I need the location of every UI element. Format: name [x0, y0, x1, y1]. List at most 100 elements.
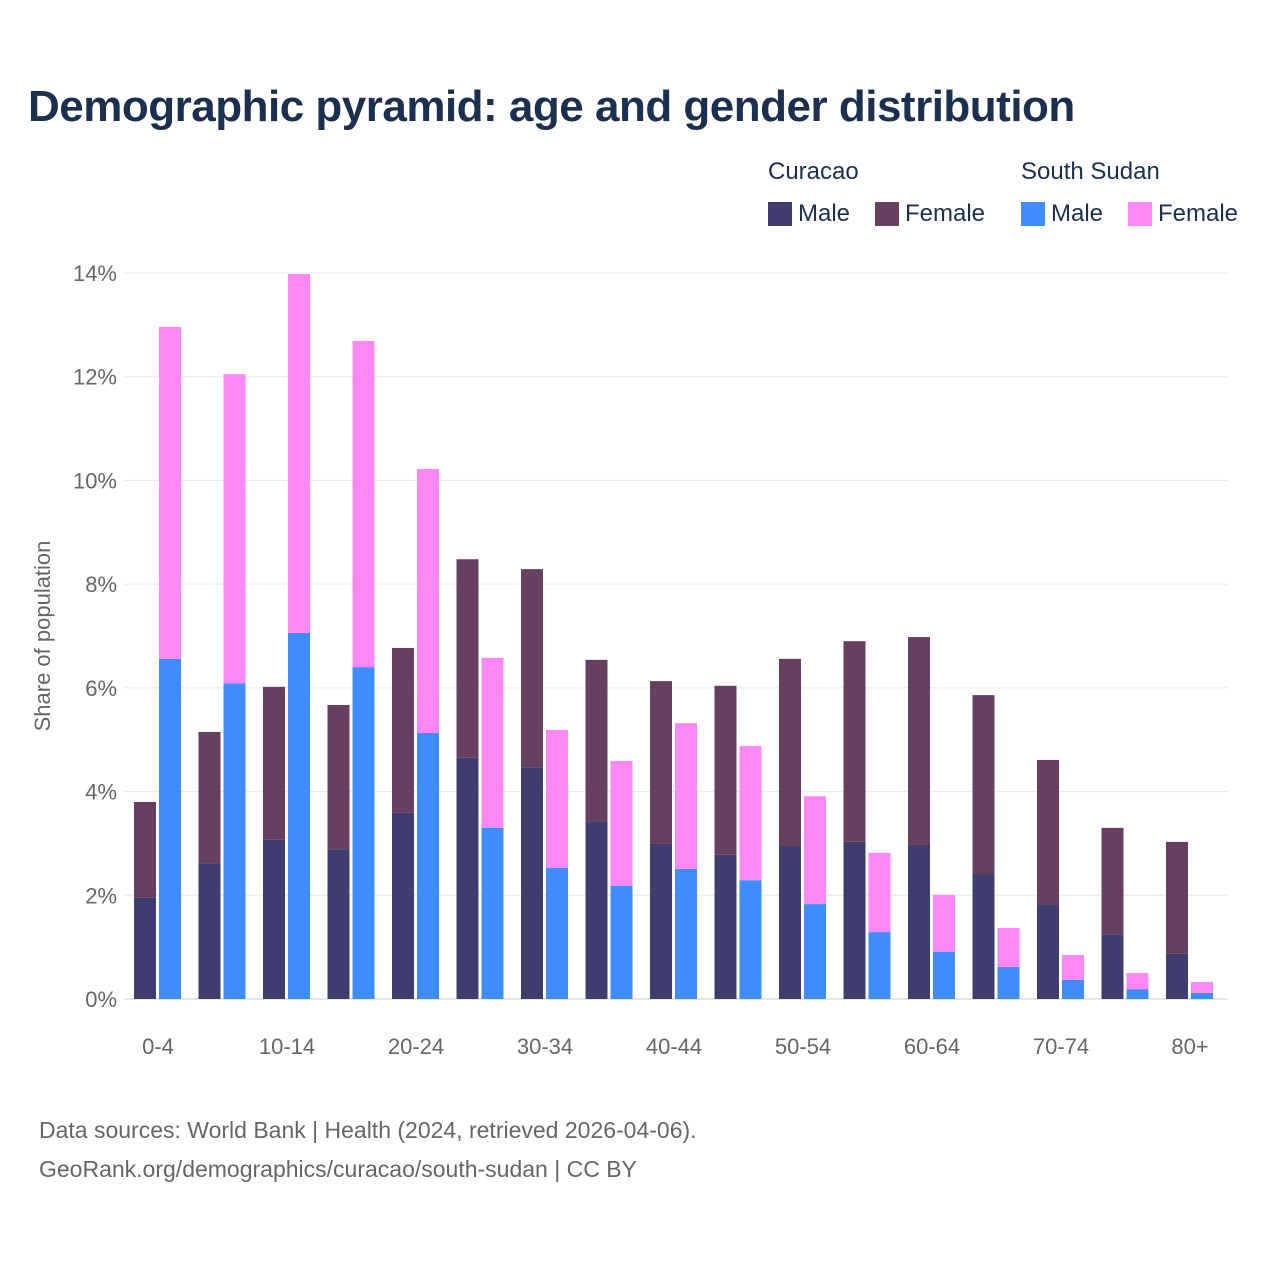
bar-curacao-female-75-79[interactable] [1101, 827, 1124, 935]
bar-south-sudan-male-20-24[interactable] [417, 732, 439, 999]
bar-south-sudan-female-20-24[interactable] [417, 469, 439, 733]
y-tick-label: 14% [73, 261, 117, 286]
x-tick-label: 60-64 [904, 1034, 960, 1059]
bar-south-sudan-male-10-14[interactable] [288, 632, 310, 999]
bar-south-sudan-male-0-4[interactable] [159, 658, 181, 999]
bar-curacao-female-40-44[interactable] [650, 681, 672, 844]
bar-south-sudan-male-55-59[interactable] [868, 932, 891, 999]
bar-curacao-male-65-69[interactable] [972, 874, 995, 999]
bar-curacao-male-0-4[interactable] [134, 897, 156, 999]
x-tick-label: 50-54 [775, 1034, 831, 1059]
bar-south-sudan-male-5-9[interactable] [223, 683, 246, 999]
bar-curacao-male-45-49[interactable] [714, 854, 737, 999]
x-tick-label: 10-14 [259, 1034, 315, 1059]
bar-curacao-female-20-24[interactable] [392, 647, 414, 813]
bar-curacao-male-25-29[interactable] [456, 757, 479, 999]
x-tick-label: 70-74 [1033, 1034, 1089, 1059]
bar-curacao-male-50-54[interactable] [779, 846, 801, 999]
bar-south-sudan-male-15-19[interactable] [352, 667, 375, 999]
bar-curacao-female-10-14[interactable] [263, 686, 285, 840]
bar-curacao-male-35-39[interactable] [585, 821, 608, 999]
bar-south-sudan-female-40-44[interactable] [675, 723, 697, 869]
y-tick-label: 4% [85, 780, 117, 805]
bar-south-sudan-female-80+[interactable] [1191, 981, 1213, 993]
bar-curacao-female-25-29[interactable] [456, 559, 479, 758]
bar-curacao-female-55-59[interactable] [843, 641, 866, 842]
bar-south-sudan-male-25-29[interactable] [481, 827, 504, 999]
y-tick-label: 10% [73, 468, 117, 493]
bar-curacao-male-10-14[interactable] [263, 839, 285, 999]
bar-south-sudan-female-0-4[interactable] [159, 326, 181, 659]
bar-south-sudan-female-35-39[interactable] [610, 760, 633, 886]
x-tick-label: 40-44 [646, 1034, 702, 1059]
legend-swatch [1128, 202, 1152, 226]
bar-curacao-female-0-4[interactable] [134, 801, 156, 898]
footer-url[interactable]: GeoRank.org/demographics/curacao/south-s… [39, 1156, 637, 1182]
bar-curacao-female-60-64[interactable] [908, 637, 930, 845]
bar-south-sudan-male-50-54[interactable] [804, 904, 826, 999]
y-tick-label: 12% [73, 365, 117, 390]
bar-south-sudan-male-30-34[interactable] [546, 867, 568, 999]
y-tick-label: 2% [85, 883, 117, 908]
bar-south-sudan-female-10-14[interactable] [288, 274, 310, 633]
bar-south-sudan-female-5-9[interactable] [223, 374, 246, 684]
bar-curacao-male-60-64[interactable] [908, 844, 930, 999]
bar-south-sudan-male-35-39[interactable] [610, 885, 633, 999]
legend-group-south-sudan: South Sudan [1021, 158, 1160, 185]
bar-south-sudan-female-25-29[interactable] [481, 657, 504, 828]
bar-curacao-male-15-19[interactable] [327, 849, 350, 999]
bar-curacao-male-55-59[interactable] [843, 841, 866, 999]
bar-curacao-female-15-19[interactable] [327, 704, 350, 850]
bar-curacao-male-20-24[interactable] [392, 812, 414, 999]
bar-curacao-male-80+[interactable] [1166, 953, 1188, 999]
bar-curacao-female-70-74[interactable] [1037, 759, 1059, 905]
legend-swatch [1021, 202, 1045, 226]
bar-curacao-female-30-34[interactable] [521, 569, 543, 768]
bar-curacao-female-80+[interactable] [1166, 841, 1188, 954]
legend-south-sudan-male[interactable]: Male [1021, 200, 1103, 228]
bar-south-sudan-female-50-54[interactable] [804, 796, 826, 905]
bar-south-sudan-male-45-49[interactable] [739, 880, 762, 999]
bar-curacao-male-5-9[interactable] [198, 863, 221, 999]
bar-south-sudan-female-60-64[interactable] [933, 894, 955, 952]
bar-south-sudan-female-65-69[interactable] [997, 927, 1020, 967]
legend-curacao-female[interactable]: Female [875, 200, 985, 228]
bar-curacao-female-65-69[interactable] [972, 695, 995, 875]
y-tick-label: 0% [85, 987, 117, 1012]
footer-source: Data sources: World Bank | Health (2024,… [39, 1117, 697, 1143]
bar-curacao-female-50-54[interactable] [779, 658, 801, 847]
bar-south-sudan-male-75-79[interactable] [1126, 989, 1149, 999]
bar-curacao-female-5-9[interactable] [198, 731, 221, 864]
bar-south-sudan-female-55-59[interactable] [868, 852, 891, 933]
legend-swatch [875, 202, 899, 226]
legend-swatch [768, 202, 792, 226]
bar-south-sudan-male-60-64[interactable] [933, 951, 955, 999]
y-axis-label: Share of population [30, 541, 55, 732]
x-tick-label: 20-24 [388, 1034, 444, 1059]
bar-south-sudan-female-75-79[interactable] [1126, 973, 1149, 990]
bar-south-sudan-male-65-69[interactable] [997, 966, 1020, 999]
bar-south-sudan-male-40-44[interactable] [675, 868, 697, 999]
x-tick-label: 0-4 [142, 1034, 174, 1059]
bar-curacao-female-45-49[interactable] [714, 685, 737, 855]
y-tick-label: 8% [85, 572, 117, 597]
bar-south-sudan-male-80+[interactable] [1191, 992, 1213, 999]
bar-south-sudan-female-45-49[interactable] [739, 745, 762, 881]
bar-south-sudan-female-15-19[interactable] [352, 340, 375, 668]
legend-label: Female [1158, 200, 1239, 227]
bar-curacao-male-30-34[interactable] [521, 767, 543, 999]
legend-south-sudan-female[interactable]: Female [1128, 200, 1238, 228]
bar-south-sudan-female-70-74[interactable] [1062, 954, 1084, 980]
chart-title: Demographic pyramid: age and gender dist… [28, 82, 1075, 131]
bar-curacao-male-75-79[interactable] [1101, 934, 1124, 999]
legend-group-curacao: Curacao [768, 158, 859, 185]
bar-south-sudan-female-30-34[interactable] [546, 729, 568, 868]
bar-curacao-male-70-74[interactable] [1037, 904, 1059, 999]
bar-curacao-male-40-44[interactable] [650, 843, 672, 999]
legend-label: Male [1051, 200, 1104, 227]
x-tick-label: 30-34 [517, 1034, 573, 1059]
legend-curacao-male[interactable]: Male [768, 200, 850, 228]
bar-south-sudan-male-70-74[interactable] [1062, 979, 1084, 999]
bar-curacao-female-35-39[interactable] [585, 659, 608, 822]
